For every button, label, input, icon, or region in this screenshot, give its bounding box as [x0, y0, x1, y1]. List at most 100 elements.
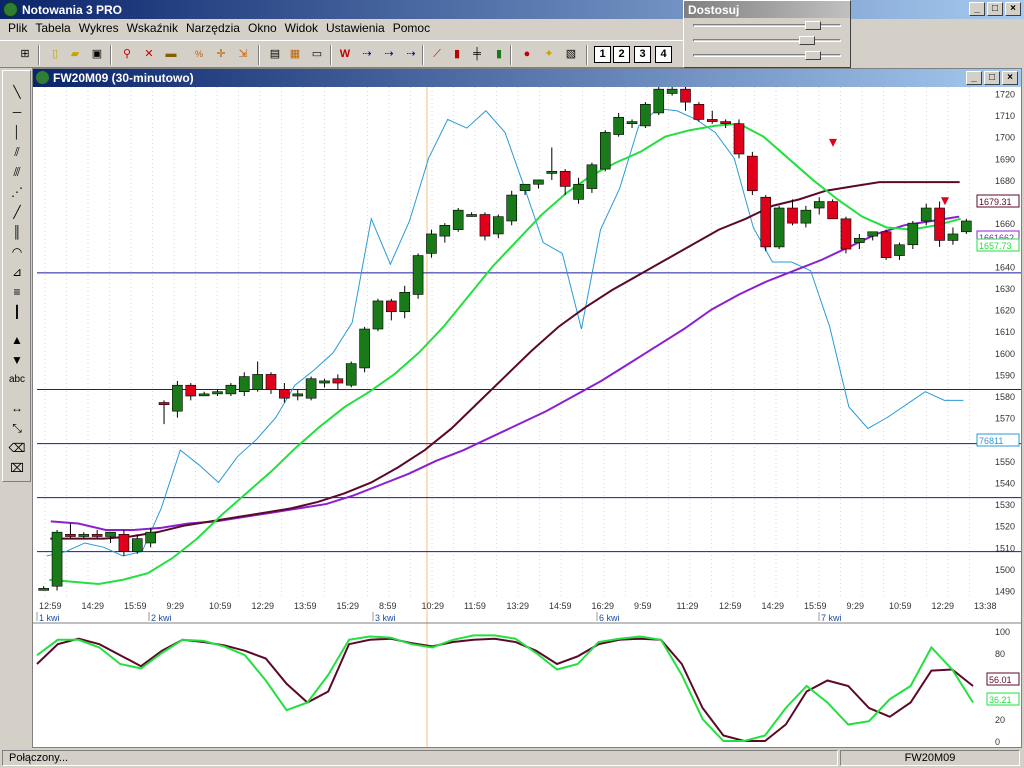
move-tool-icon[interactable]: ↔ — [11, 401, 23, 415]
fib-time-tool-icon[interactable]: ║ — [12, 225, 22, 239]
eraser-tool-icon[interactable]: ⌫ — [8, 441, 26, 455]
delete-icon[interactable]: ✕ — [144, 48, 154, 60]
minimize-button[interactable]: _ — [969, 2, 985, 16]
menu-narzedzia[interactable]: Narzędzia — [185, 21, 240, 35]
arrow-indicator-2-icon[interactable]: ⇢ — [384, 48, 394, 60]
text-tool-icon[interactable]: abc — [8, 374, 26, 385]
resize-tool-icon[interactable]: ⤡ — [12, 421, 22, 435]
stochastic-line — [36, 637, 974, 742]
y-tick-label: 1520 — [995, 522, 1015, 532]
candle-up — [145, 531, 156, 544]
y-tick-label: 1540 — [995, 478, 1015, 488]
layout-4-button[interactable]: 4 — [655, 46, 672, 63]
candle-up — [907, 222, 919, 246]
candle-down — [680, 88, 691, 103]
ruler-icon[interactable]: ▬ — [165, 48, 177, 60]
gann-fan-tool-icon[interactable]: ⋰ — [11, 185, 23, 199]
x-time-label: 11:29 — [677, 601, 699, 611]
chart-window-titlebar: FW20M09 (30-minutowo) _ □ × — [33, 69, 1021, 87]
bar-chart-icon[interactable]: ▮ — [453, 48, 461, 60]
layout-3-button[interactable]: 3 — [634, 46, 651, 63]
candle-up — [319, 380, 330, 384]
drawing-tools-panel: ╲ ─ │ ⫽ ⫻ ⋰ ╱ ║ ◠ ⊿ ≡ ┃ ▲ ▼ abc ↔ ⤡ ⌫ ⌧ — [2, 70, 31, 482]
color-table-icon[interactable]: ▦ — [289, 48, 301, 60]
maximize-button[interactable]: □ — [987, 2, 1003, 16]
close-button[interactable]: × — [1005, 2, 1021, 16]
candle-down — [332, 378, 344, 384]
price-label: 1661662 — [979, 233, 1014, 243]
price-label-box — [976, 433, 1020, 447]
stochastic-line — [36, 634, 974, 742]
y-tick-label: 1700 — [995, 133, 1015, 143]
horizontal-line-tool-icon[interactable]: ─ — [12, 105, 22, 119]
ohlc-icon[interactable]: ╪ — [473, 48, 481, 60]
layout-1-button[interactable]: 1 — [594, 46, 611, 63]
candle-up — [854, 237, 865, 243]
chart-close-button[interactable]: × — [1002, 71, 1018, 85]
channel-tool-icon[interactable]: ⫽ — [14, 145, 20, 159]
candle-up — [225, 384, 237, 395]
menu-plik[interactable]: Plik — [8, 21, 28, 35]
toolbar-separator — [258, 45, 260, 65]
alert-icon[interactable]: ✦ — [544, 48, 554, 60]
x-time-label: 13:29 — [507, 601, 530, 611]
candle-up — [506, 194, 517, 222]
adjust-slider-3[interactable] — [687, 48, 847, 63]
grid-icon[interactable]: ⊞ — [20, 48, 30, 60]
window-icon[interactable]: ▭ — [311, 48, 323, 60]
osc-value-label: 36.21 — [989, 695, 1012, 705]
chart-minimize-button[interactable]: _ — [966, 71, 982, 85]
wl-icon[interactable]: W — [339, 48, 351, 60]
x-time-label: 14:29 — [762, 601, 785, 611]
line-chart-icon[interactable]: ⟋ — [433, 48, 441, 60]
slider-thumb[interactable] — [805, 21, 822, 30]
chart-window-icon — [36, 71, 49, 84]
candle-down — [158, 402, 170, 405]
fib-retracement-tool-icon[interactable]: ≡ — [13, 285, 21, 299]
menu-ustawienia[interactable]: Ustawienia — [326, 21, 385, 35]
erase-all-tool-icon[interactable]: ⌧ — [10, 461, 24, 475]
save-icon[interactable]: ▣ — [91, 48, 103, 60]
new-file-icon[interactable]: ▯ — [51, 48, 59, 60]
slider-thumb[interactable] — [798, 36, 815, 45]
toolbar-separator — [586, 45, 588, 65]
ray-tool-icon[interactable]: ╱ — [13, 205, 21, 219]
fibonacci-icon[interactable]: % — [194, 49, 203, 59]
arrow-indicator-3-icon[interactable]: ⇢ — [406, 48, 416, 60]
osc-y-tick-label: 80 — [995, 649, 1005, 659]
open-folder-icon[interactable]: ▰ — [70, 48, 80, 60]
trendline-tool-icon[interactable]: ╲ — [13, 85, 21, 99]
candle-icon[interactable]: ▮ — [495, 48, 503, 60]
layout-2-button[interactable]: 2 — [613, 46, 630, 63]
up-arrow-tool-icon[interactable]: ▲ — [11, 333, 23, 347]
image-icon[interactable]: ▧ — [565, 48, 577, 60]
cycle-tool-icon[interactable]: ┃ — [13, 305, 21, 319]
chart-maximize-button[interactable]: □ — [984, 71, 1000, 85]
arc-tool-icon[interactable]: ◠ — [11, 245, 23, 259]
adjust-slider-1[interactable] — [687, 18, 847, 33]
fan-tool-icon[interactable]: ⊿ — [11, 265, 23, 279]
cursor-icon[interactable]: ⇲ — [238, 48, 248, 60]
menu-tabela[interactable]: Tabela — [35, 21, 71, 35]
parallel-tool-icon[interactable]: ⫻ — [13, 165, 21, 179]
arrow-indicator-icon[interactable]: ⇢ — [362, 48, 372, 60]
adjust-slider-2[interactable] — [687, 33, 847, 48]
down-arrow-tool-icon[interactable]: ▼ — [11, 353, 23, 367]
signal-icon[interactable]: ● — [523, 48, 531, 60]
table-icon[interactable]: ▤ — [269, 48, 281, 60]
x-time-label: 15:29 — [337, 601, 360, 611]
vertical-line-tool-icon[interactable]: │ — [13, 125, 21, 139]
slider-thumb[interactable] — [805, 51, 822, 60]
menu-pomoc[interactable]: Pomoc — [392, 21, 431, 35]
osc-value-box — [986, 692, 1020, 706]
candle-up — [867, 231, 879, 237]
crosshair-icon[interactable]: ✛ — [216, 48, 226, 60]
price-chart[interactable]: 1720171017001690168016701660165016401630… — [33, 87, 1021, 747]
menu-okno[interactable]: Okno — [247, 21, 277, 35]
x-time-label: 14:59 — [549, 601, 572, 611]
menu-wykres[interactable]: Wykres — [78, 21, 119, 35]
menu-widok[interactable]: Widok — [284, 21, 319, 35]
zoom-icon[interactable]: ⚲ — [122, 48, 132, 60]
instrument-status: FW20M09 — [840, 750, 1020, 766]
menu-wskaznik[interactable]: Wskaźnik — [126, 21, 178, 35]
